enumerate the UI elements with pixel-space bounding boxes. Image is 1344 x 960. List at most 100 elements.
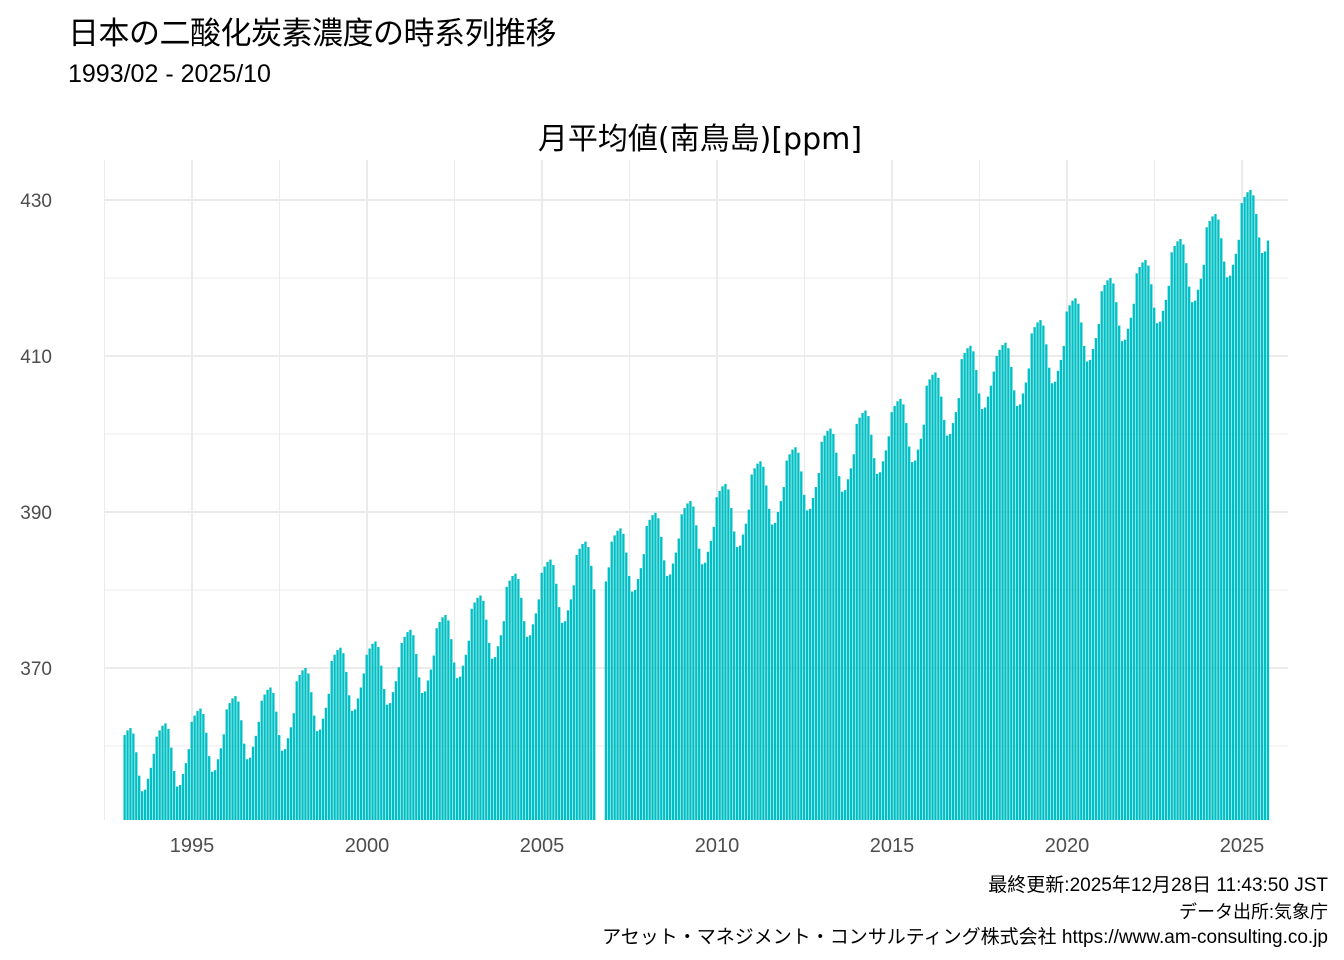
bar-2015-05	[902, 404, 905, 820]
bar-2007-04	[619, 528, 622, 820]
bar-2025-05	[1252, 195, 1255, 820]
bar-2022-12	[1167, 285, 1170, 820]
bar-2005-10	[566, 610, 570, 820]
bar-2001-07	[418, 677, 421, 820]
bar-2001-02	[403, 636, 406, 820]
bar-1993-07	[138, 775, 141, 820]
bar-2020-03	[1071, 300, 1074, 820]
bar-2005-08	[560, 622, 564, 820]
bar-1997-08	[280, 750, 284, 820]
bar-1997-06	[275, 711, 278, 820]
bar-2025-06	[1255, 214, 1258, 821]
bar-2021-02	[1103, 285, 1106, 820]
bar-2005-07	[558, 607, 561, 820]
bar-2023-07	[1188, 286, 1191, 821]
bar-1997-09	[283, 749, 287, 820]
bar-2005-03	[546, 561, 549, 820]
bar-2022-05	[1147, 265, 1150, 820]
bar-2023-04	[1179, 239, 1182, 820]
bar-2017-10	[986, 396, 990, 820]
bar-1995-02	[193, 715, 196, 820]
bar-2017-06	[975, 370, 978, 820]
bar-2012-12	[817, 473, 820, 820]
bar-2015-12	[922, 424, 925, 820]
bar-2010-12	[747, 509, 750, 820]
bar-2018-12	[1027, 368, 1030, 820]
bar-2020-09	[1088, 359, 1092, 820]
bar-1998-05	[307, 673, 310, 820]
bar-2008-08	[665, 575, 669, 820]
bar-2013-03	[826, 430, 829, 820]
bar-2009-06	[695, 525, 698, 820]
bar-2015-02	[893, 405, 896, 820]
bar-2022-07	[1153, 307, 1156, 820]
bar-2006-03	[581, 543, 584, 820]
bar-2010-10	[741, 534, 745, 820]
bar-2003-03	[476, 597, 479, 820]
bar-1995-12	[222, 734, 225, 820]
bar-2017-11	[989, 385, 993, 820]
bar-2024-11	[1234, 253, 1238, 820]
bar-2002-06	[450, 639, 453, 820]
bar-2013-11	[849, 468, 853, 820]
bar-2004-03	[511, 575, 514, 820]
bar-2018-05	[1007, 348, 1010, 820]
bar-2024-01	[1205, 227, 1208, 821]
bar-2012-05	[797, 452, 800, 820]
bar-2004-08	[525, 636, 529, 820]
bar-1994-09	[178, 785, 182, 820]
bar-2011-02	[753, 468, 756, 820]
bar-2018-11	[1024, 382, 1028, 820]
bar-1993-09	[143, 789, 147, 820]
bar-2021-06	[1115, 302, 1118, 820]
bar-2008-09	[668, 574, 672, 820]
bar-1998-04	[304, 668, 307, 820]
bar-2018-06	[1010, 366, 1013, 820]
bar-1997-03	[266, 689, 269, 820]
bar-2016-09	[948, 434, 952, 820]
bar-2020-05	[1077, 303, 1080, 820]
bar-1994-05	[167, 728, 170, 820]
bar-2011-07	[768, 508, 771, 820]
bar-2008-11	[674, 552, 678, 820]
bar-1994-02	[158, 730, 161, 820]
chart-main-title: 日本の二酸化炭素濃度の時系列推移	[68, 16, 557, 52]
bar-2001-06	[415, 653, 418, 820]
bar-2025-07	[1258, 237, 1261, 820]
bar-2000-05	[377, 646, 380, 820]
bar-2017-03	[966, 348, 969, 820]
bar-2014-06	[870, 434, 873, 820]
bar-2020-02	[1068, 305, 1071, 820]
bar-2021-10	[1126, 328, 1130, 820]
bar-2017-07	[978, 393, 981, 820]
bar-2009-07	[698, 548, 701, 820]
bar-2017-12	[992, 371, 995, 820]
bar-1997-10	[286, 738, 290, 820]
bar-2011-05	[762, 466, 765, 820]
bar-1997-12	[292, 713, 295, 820]
bar-2004-07	[523, 621, 526, 820]
bar-2003-08	[490, 658, 494, 820]
x-tick-label: 2005	[520, 835, 565, 857]
bar-2016-10	[951, 423, 955, 820]
bar-2019-12	[1062, 345, 1065, 820]
bar-2022-03	[1141, 262, 1144, 820]
bar-2006-04	[584, 541, 587, 820]
bar-2009-10	[706, 551, 710, 820]
bar-2016-07	[943, 419, 946, 820]
bar-2013-10	[846, 479, 850, 820]
bar-1995-03	[196, 710, 199, 820]
bar-1996-03	[231, 698, 234, 820]
bar-1999-07	[348, 695, 351, 820]
bar-2021-11	[1129, 317, 1133, 820]
bar-1995-01	[190, 721, 193, 820]
bar-1998-12	[327, 693, 330, 820]
bar-2020-04	[1074, 298, 1077, 820]
bar-2015-06	[905, 423, 908, 820]
bar-2018-01	[995, 356, 998, 820]
bar-2019-05	[1042, 325, 1045, 820]
bar-2022-10	[1161, 310, 1165, 820]
bar-1993-10	[146, 778, 150, 820]
bar-2021-12	[1132, 303, 1135, 820]
bar-1997-02	[263, 694, 266, 820]
